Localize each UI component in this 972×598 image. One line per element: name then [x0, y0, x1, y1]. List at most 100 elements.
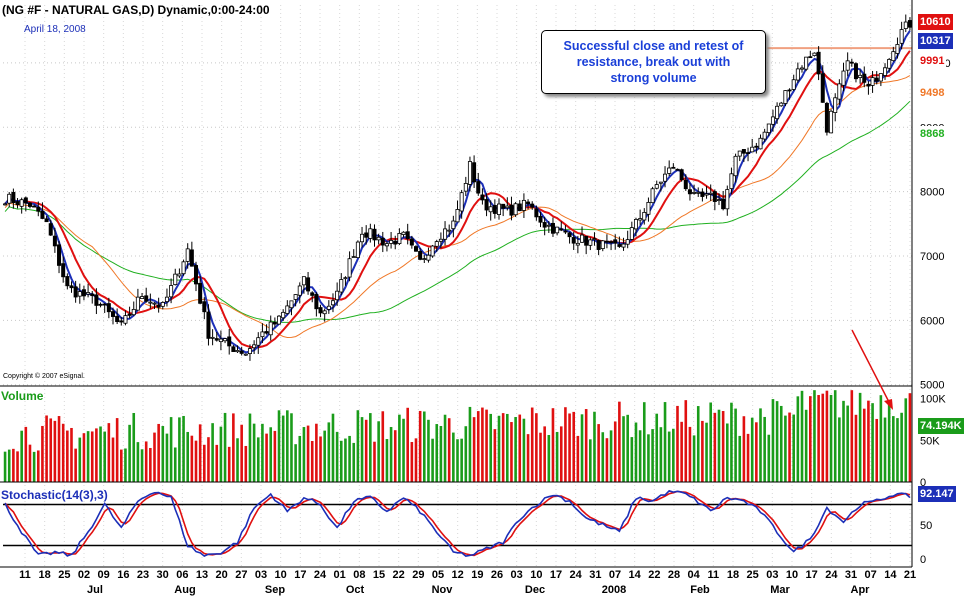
volume-bar [464, 426, 468, 482]
volume-bar [302, 427, 306, 482]
date-tick-label: 30 [157, 569, 169, 581]
volume-bar [24, 426, 28, 482]
candle-body [692, 192, 697, 194]
ma-mid-line [4, 50, 911, 349]
candle-body [505, 205, 510, 209]
stochastic-d-line [4, 490, 911, 557]
volume-bar [759, 408, 762, 482]
candle-body [277, 315, 282, 325]
date-tick-label: 14 [629, 569, 642, 581]
last-price-badge: 10610 [918, 14, 953, 30]
price-tick-label: 6000 [920, 315, 944, 327]
volume-bar [468, 406, 472, 482]
candle-body [787, 89, 792, 92]
volume-bar [634, 422, 638, 482]
price-tick-label: 5000 [920, 380, 944, 392]
volume-bar [862, 408, 866, 482]
candle-body [310, 292, 315, 296]
candle-body [297, 285, 302, 296]
candle-body [40, 210, 45, 219]
date-tick-label: 31 [845, 569, 857, 581]
volume-bar [269, 427, 273, 482]
candle-body [32, 205, 37, 208]
candle-body [260, 331, 265, 338]
candle-body [376, 236, 381, 241]
candle-body [488, 206, 493, 213]
candle-body [696, 191, 701, 194]
candle-body [102, 303, 107, 306]
volume-bar [580, 414, 584, 482]
month-label: Dec [525, 584, 545, 596]
volume-bar [41, 425, 44, 482]
volume-bar [281, 415, 285, 482]
volume-bar [526, 434, 530, 482]
volume-bar [775, 401, 779, 482]
candle-body [862, 73, 867, 83]
candle-body [364, 232, 369, 238]
candle-body [476, 181, 481, 194]
volume-bar [410, 441, 414, 482]
candle-body [360, 233, 365, 243]
candle-body [613, 239, 618, 244]
volume-bar [252, 423, 256, 482]
volume-bar [688, 426, 692, 482]
volume-bar [667, 431, 671, 482]
volume-bar [12, 448, 15, 482]
volume-bar [784, 415, 787, 482]
volume-bar [568, 413, 571, 482]
candle-body [538, 215, 543, 223]
volume-bar [883, 417, 887, 482]
candle-body [422, 258, 427, 260]
candle-body [638, 218, 643, 221]
volume-bar [406, 407, 409, 482]
volume-bar [219, 426, 223, 482]
volume-bar [460, 438, 463, 482]
candle-body [903, 21, 908, 29]
date-tick-label: 05 [432, 569, 444, 581]
candle-body [546, 224, 551, 227]
candle-body [555, 226, 560, 234]
date-tick-label: 21 [904, 569, 916, 581]
candle-body [44, 218, 49, 223]
volume-bar [190, 435, 194, 482]
candle-body [239, 350, 244, 354]
date-tick-label: 29 [412, 569, 424, 581]
date-tick-label: 17 [550, 569, 562, 581]
volume-bar [377, 421, 380, 482]
volume-bar [3, 451, 7, 482]
candle-body [144, 295, 149, 302]
candle-body [501, 203, 506, 209]
candle-body [86, 292, 91, 295]
volume-bar [315, 423, 318, 482]
candle-body [135, 296, 140, 311]
candle-body [588, 239, 593, 246]
volume-bar [194, 440, 198, 482]
candle-body [36, 206, 41, 212]
date-tick-label: 12 [452, 569, 464, 581]
volume-bar [344, 438, 347, 482]
volume-bar [431, 438, 434, 482]
volume-bar [605, 438, 609, 482]
volume-bar [153, 432, 156, 482]
volume-bar [742, 416, 746, 482]
annotation-arrow [851, 329, 891, 405]
date-tick-label: 18 [39, 569, 51, 581]
candle-body [140, 296, 145, 299]
volume-bar [871, 403, 874, 482]
volume-bar [439, 425, 443, 482]
candle-body [127, 313, 132, 316]
candle-body [115, 315, 120, 323]
date-tick-label: 26 [491, 569, 503, 581]
candle-body [447, 229, 452, 232]
candle-body [646, 201, 651, 215]
candle-body [804, 56, 809, 70]
volume-bar [854, 414, 858, 482]
candle-body [256, 337, 261, 346]
callout-line-1: Successful close and retest of [563, 39, 744, 53]
candle-body [513, 203, 518, 216]
volume-bar [373, 441, 376, 482]
date-tick-label: 17 [294, 569, 306, 581]
volume-bar [497, 415, 501, 482]
volume-bar [427, 419, 430, 482]
candle-body [667, 167, 672, 174]
